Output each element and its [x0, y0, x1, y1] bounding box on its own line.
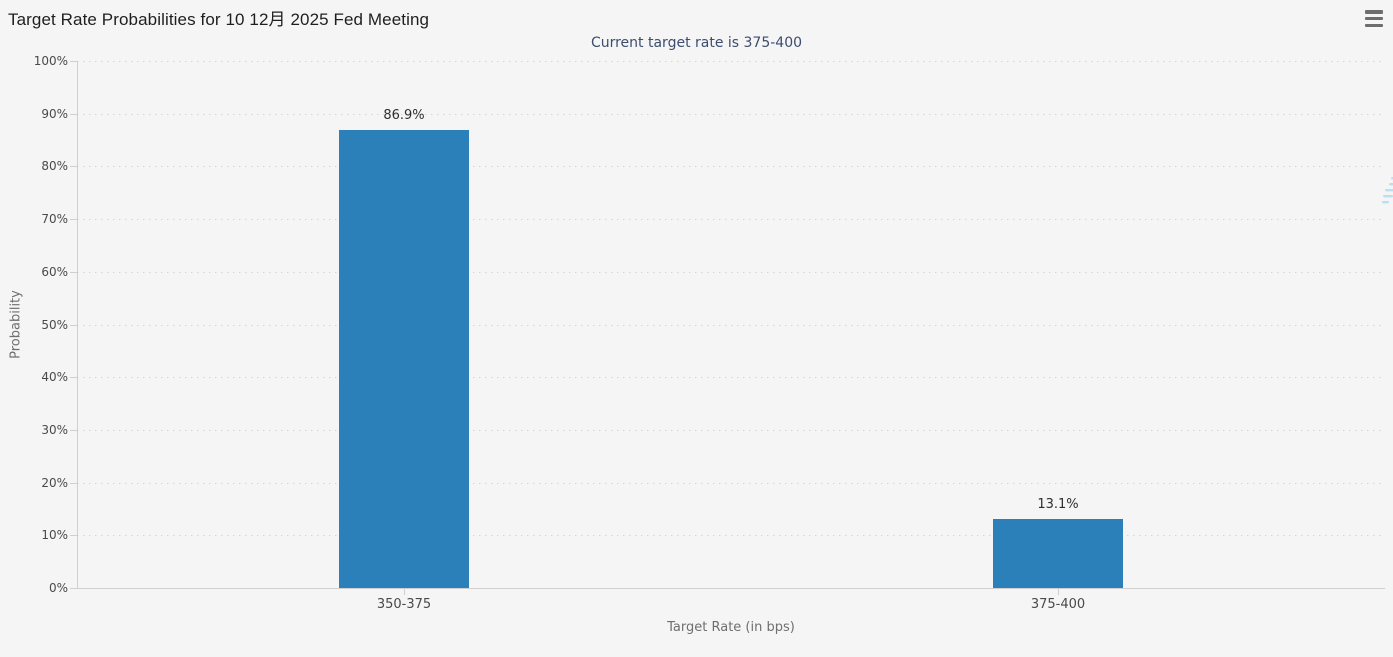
y-axis-tick	[70, 429, 77, 431]
bar-value-label: 13.1%	[1037, 497, 1079, 512]
y-axis-label: 50%	[41, 317, 68, 332]
gridline	[77, 166, 1385, 168]
y-axis-label: 80%	[41, 159, 68, 174]
y-axis-label: 60%	[41, 264, 68, 279]
gridline	[77, 219, 1385, 221]
bar-value-label: 86.9%	[383, 108, 425, 123]
menu-icon-bar	[1365, 23, 1383, 27]
y-axis-label: 10%	[41, 528, 68, 543]
y-axis-label: 40%	[41, 370, 68, 385]
hamburger-menu-icon[interactable]	[1365, 10, 1383, 27]
y-axis-label: 20%	[41, 475, 68, 490]
page-title: Target Rate Probabilities for 10 12月 202…	[8, 10, 430, 29]
gridline	[77, 271, 1385, 273]
y-axis-label: 70%	[41, 212, 68, 227]
gridline	[77, 535, 1385, 537]
gridline	[77, 61, 1385, 62]
y-axis-tick	[70, 482, 77, 484]
y-axis-tick	[70, 166, 77, 168]
gridline	[77, 377, 1385, 379]
x-axis-title: Target Rate (in bps)	[667, 620, 795, 635]
gridline	[77, 429, 1385, 431]
chart-subtitle: Current target rate is 375-400	[590, 35, 803, 51]
x-axis-label: 375-400	[1030, 597, 1086, 612]
y-axis-label: 0%	[48, 581, 68, 595]
y-axis-tick	[70, 219, 77, 221]
y-axis-tick	[70, 324, 77, 326]
x-axis-label: 350-375	[376, 597, 432, 612]
menu-icon-bar	[1365, 10, 1383, 14]
y-axis-tick	[70, 588, 77, 589]
y-axis-tick	[70, 377, 77, 379]
gridline	[77, 113, 1385, 115]
gridline	[77, 324, 1385, 326]
y-axis-label: 100%	[33, 54, 68, 68]
y-axis-tick	[70, 113, 77, 115]
y-axis-tick	[70, 535, 77, 537]
y-axis-line	[77, 61, 78, 588]
y-axis-label: 30%	[41, 422, 68, 437]
plot-area: Q 86.9% 13.1%	[77, 61, 1393, 588]
x-axis-line	[77, 588, 1385, 589]
y-axis-tick	[70, 271, 77, 273]
x-axis-tick	[404, 589, 405, 595]
y-axis-label: 90%	[41, 106, 68, 121]
watermark-q-icon: Q	[1377, 121, 1393, 216]
x-axis-tick	[1058, 589, 1059, 595]
probability-bar[interactable]	[993, 519, 1123, 588]
probability-bar[interactable]	[339, 130, 469, 588]
menu-icon-bar	[1365, 16, 1383, 21]
y-axis-tick	[70, 61, 77, 62]
gridline	[77, 482, 1385, 484]
